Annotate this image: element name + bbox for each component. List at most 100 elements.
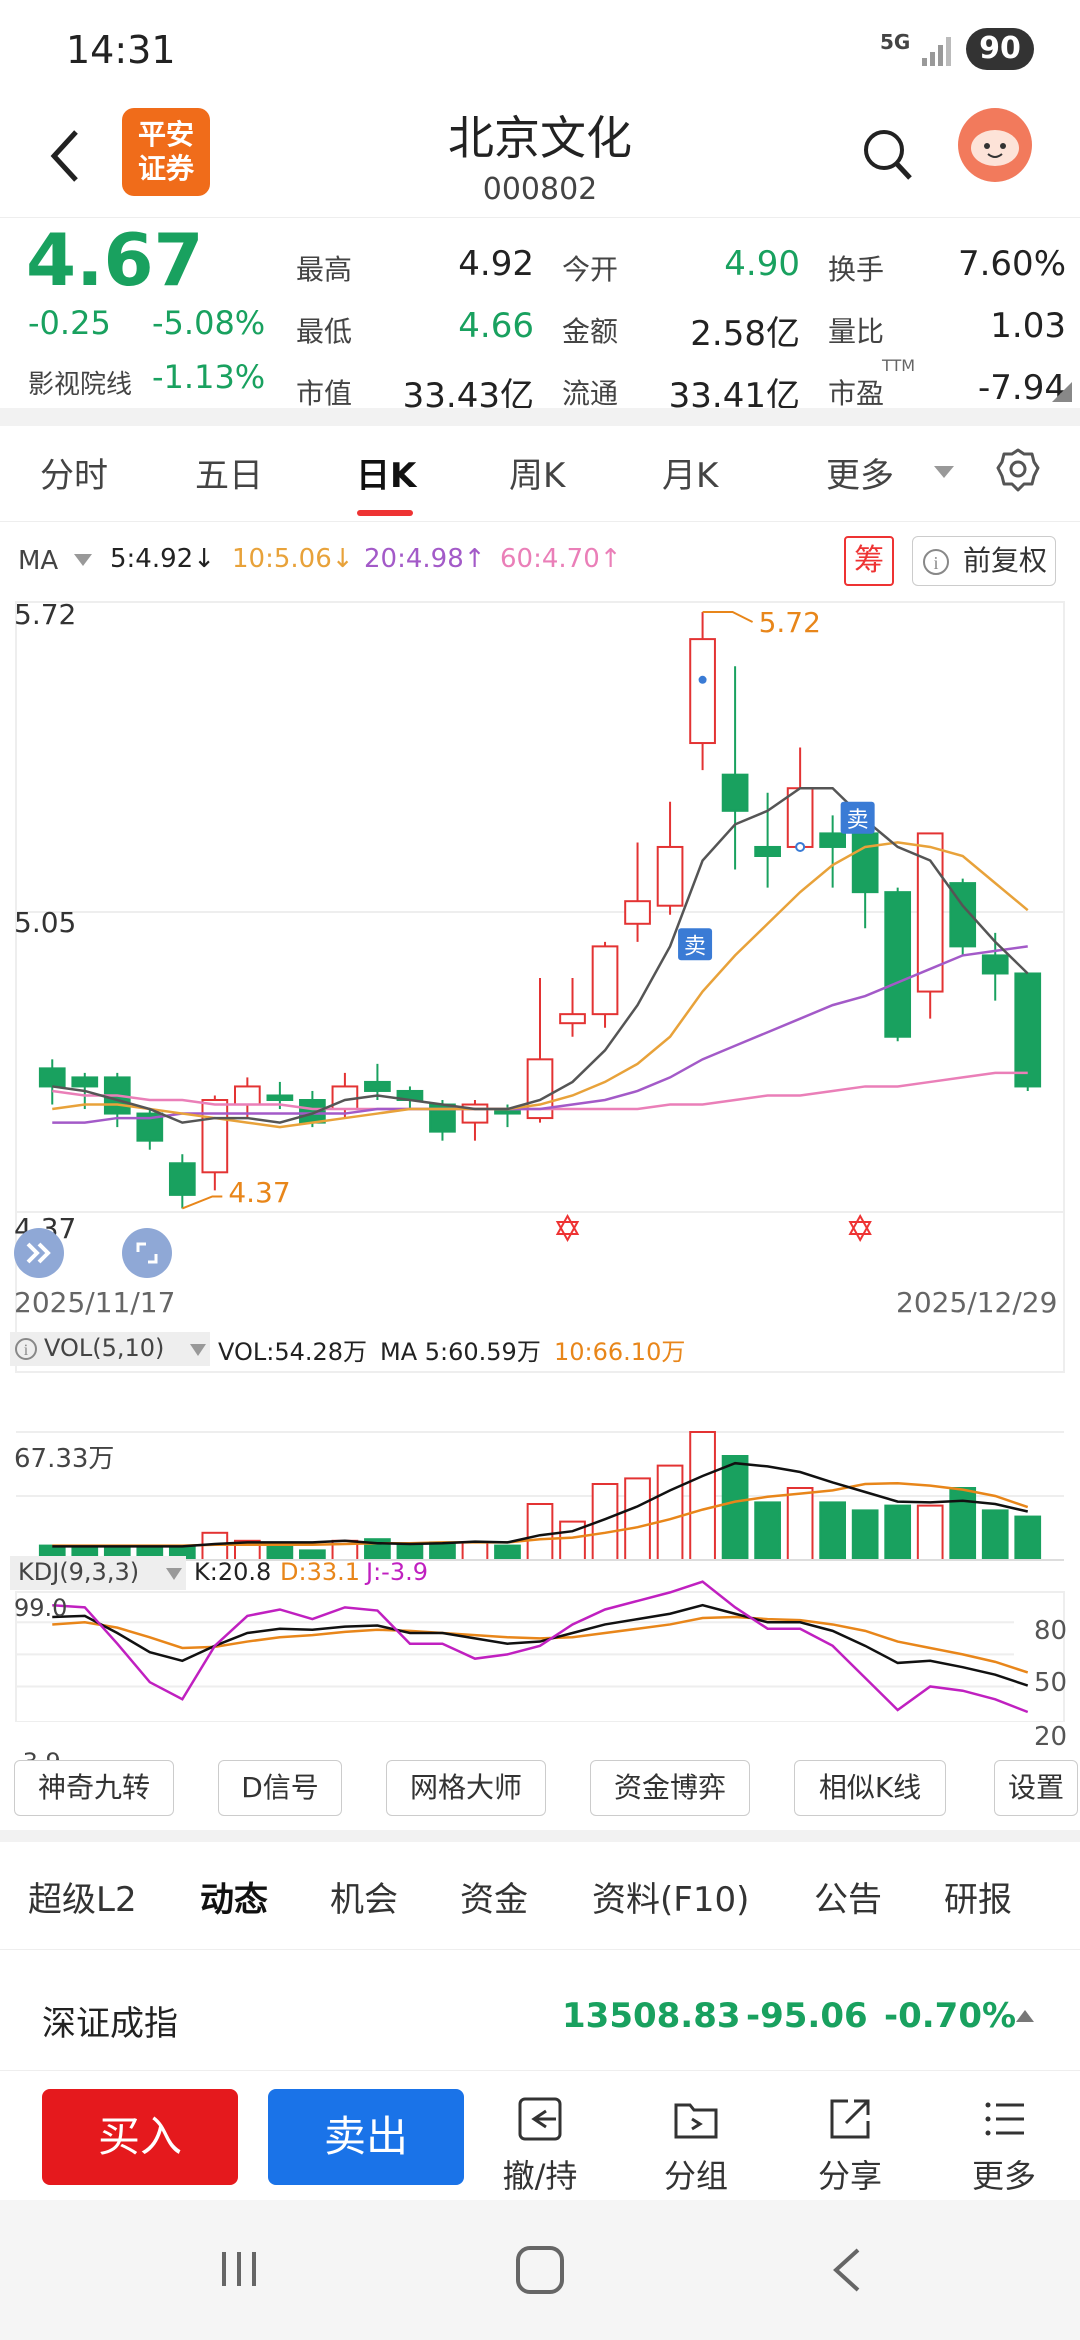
chip-distribution-button[interactable]: 筹 [844,536,894,586]
crosshair-toggle-button[interactable] [122,1228,172,1278]
tab-daily-k[interactable]: 日K [356,456,417,496]
ma-label[interactable]: MA [18,546,59,576]
stock-name: 北京文化 [448,111,632,165]
home-icon[interactable] [514,2244,566,2296]
tab-opportunity[interactable]: 机会 [330,1880,398,1920]
share-action[interactable]: 分享 [800,2081,900,2197]
ma-dropdown-icon[interactable] [72,552,94,568]
sell-signal-text: 卖 [847,808,869,833]
volume-ma10: 10:66.10万 [554,1338,686,1366]
quote-label: 金额 [562,315,619,348]
ma20-value: 20:4.98↑ [364,544,486,574]
tool-d-signal[interactable]: D信号 [218,1760,342,1816]
price-panel-border [15,601,1065,1373]
tab-funds[interactable]: 资金 [460,1880,528,1920]
tool-capital-game[interactable]: 资金博弈 [590,1760,750,1816]
search-icon[interactable] [860,126,914,184]
quote-panel: 4.67 -0.25 -5.08% 影视院线 -1.13% 最高 4.92 今开 4.… [0,218,1080,418]
ttm-superscript: TTM [882,356,916,375]
tab-five-day[interactable]: 五日 [195,456,263,496]
quote-value: 4.90 [724,244,800,284]
assistant-avatar[interactable] [958,108,1032,182]
tool-grid-master[interactable]: 网格大师 [386,1760,546,1816]
ma60-value: 60:4.70↑ [500,544,622,574]
tab-active-indicator [357,510,413,516]
status-time: 14:31 [66,28,176,72]
tab-super-l2[interactable]: 超级L2 [28,1880,137,1920]
index-name: 深证成指 [42,2004,178,2044]
candle-body [624,900,651,925]
sell-signal-badge [678,928,713,961]
volume-bar [429,1541,456,1562]
stock-code: 000802 [482,172,598,207]
candle-body [168,1162,196,1196]
quote-label: 市盈 [828,377,885,410]
tab-news[interactable]: 动态 [200,1880,268,1920]
cancel-hold-action[interactable]: 撤/持 [490,2081,590,2197]
kdj-panel-border [15,1591,1065,1722]
ma20-line [52,945,1028,1124]
date-start: 2025/11/17 [14,1286,176,1319]
candle-body [819,832,847,848]
quote-value: -7.94 [978,368,1066,408]
expand-panel-button[interactable] [14,1228,64,1278]
svg-text:i: i [24,1342,29,1359]
kdj-label: KDJ(9,3,3) [18,1558,140,1586]
tab-weekly-k[interactable]: 周K [509,456,566,496]
quote-label: 今开 [562,253,619,286]
recent-apps-icon[interactable] [214,2244,264,2294]
kdj-axis-top: 99.0 [14,1594,68,1622]
tool-settings[interactable]: 设置 [994,1760,1078,1816]
tab-f10[interactable]: 资料(F10) [592,1880,750,1920]
market-index-bar[interactable]: 深证成指 13508.83 -95.06 -0.70% [0,1970,1080,2070]
volume-value: VOL:54.28万 [218,1338,368,1366]
expand-corner-icon[interactable] [1052,382,1072,402]
sell-button[interactable]: 卖出 [268,2089,464,2185]
assistant-face-icon [971,130,1019,166]
more-action[interactable]: 更多 [954,2081,1054,2197]
tab-intraday[interactable]: 分时 [40,456,108,496]
tool-magic-nine[interactable]: 神奇九转 [14,1760,174,1816]
quote-value: 4.92 [458,244,534,284]
back-icon[interactable] [44,126,84,186]
period-tabs: 分时 五日 日K 周K 月K 更多 [0,426,1080,522]
back-nav-icon[interactable] [826,2244,866,2296]
kdj-level-80: 80 [1034,1616,1068,1646]
tab-research[interactable]: 研报 [944,1880,1012,1920]
group-action[interactable]: 分组 [646,2081,746,2197]
candle-body [656,845,684,907]
gear-icon[interactable] [996,448,1040,492]
tab-more[interactable]: 更多 [826,456,894,496]
date-end: 2025/12/29 [896,1286,1058,1319]
adjust-mode-button[interactable]: 前复权 [912,536,1056,586]
tab-monthly-k[interactable]: 月K [662,456,719,496]
sector-change: -1.13% [152,358,266,396]
kdj-indicator-selector[interactable]: KDJ(9,3,3) [10,1556,186,1590]
adjust-mode-label: 前复权 [963,544,1048,577]
chevron-down-icon[interactable] [932,464,956,482]
event-star-icon [848,1213,872,1243]
system-nav-bar [0,2200,1080,2340]
sector-name[interactable]: 影视院线 [28,370,133,400]
dropdown-icon [166,1568,182,1580]
volume-bar [494,1544,521,1561]
volume-bar [981,1509,1009,1562]
folder-icon [674,2103,718,2139]
quote-label: 流通 [562,377,619,410]
info-icon: i [15,1338,37,1360]
volume-indicator-selector[interactable]: i VOL(5,10) [10,1332,210,1366]
kline-chart-area: MA 5:4.92↓ 10:5.06↓ 20:4.98↑ 60:4.70↑ 筹 … [0,522,1080,1822]
network-type: 5G [880,30,911,54]
candle-body [851,832,879,894]
share-label: 分享 [817,2157,882,2195]
buy-button[interactable]: 买入 [42,2089,238,2185]
candle-body [71,1076,99,1088]
tab-announcements[interactable]: 公告 [814,1880,882,1920]
price-axis-top: 5.72 [14,598,77,631]
kline-svg[interactable]: 卖卖 [0,592,1080,1722]
volume-axis-label: 67.33万 [14,1444,115,1474]
tool-similar-kline[interactable]: 相似K线 [794,1760,946,1816]
index-value: 13508.83 [562,1996,741,2036]
index-change: -95.06 [746,1996,868,2036]
volume-bar [884,1504,912,1561]
